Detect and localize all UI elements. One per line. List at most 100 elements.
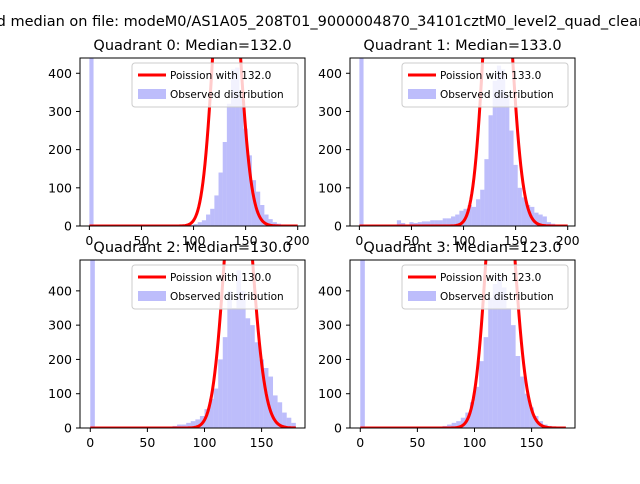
histogram-bar [268,376,274,428]
x-tick-label: 200 [286,233,310,248]
y-tick-label: 0 [334,421,342,436]
legend-box [131,62,299,108]
axes-frame [79,259,306,429]
histogram-bar [517,187,522,226]
legend-observed-label: Observed distribution [170,291,284,303]
y-tick-label: 0 [64,219,72,234]
histogram-bar [247,155,252,226]
histogram-bar [90,260,95,428]
histogram-bar [227,290,232,428]
histogram-bar [480,189,485,226]
x-tick-label: 100 [182,233,206,248]
quadrant-0-panel: 0 50 100 150 200 0 100 200 300 400 Poission with 1… [48,38,310,248]
y-tick-label: 0 [64,421,72,436]
legend-observed-swatch [138,291,166,301]
y-tick-label: 400 [48,66,72,81]
histogram-bar [226,103,232,226]
histogram-bar [511,325,516,428]
histogram-bar [488,115,493,226]
histogram-bar [426,221,431,226]
histogram-bar [213,388,219,428]
histogram-bar [520,376,525,428]
histogram-bar [515,356,521,428]
histogram-bar [513,164,518,226]
x-tick-label: 50 [404,233,420,248]
y-tick-label: 200 [318,142,342,157]
histogram-bar [396,220,402,226]
histogram-bar [186,422,191,428]
histogram-bar [250,325,255,428]
histogram-bar [542,216,547,226]
panel-title: Quadrant 1: Median=133.0 [363,38,561,54]
x-tick-label: 150 [250,435,274,450]
histogram-bar [529,407,534,428]
quadrant-2-panel: 0 50 100 150 0 100 200 300 400 Poission with 130.… [48,240,306,450]
histogram-bar [501,69,506,226]
axes-frame [79,57,306,227]
histogram-bar [241,290,246,428]
histogram-bar [254,342,260,428]
histogram-bar [484,159,489,226]
histogram-bar [272,222,277,226]
histogram-bar [231,308,237,428]
histogram-bar [474,386,480,428]
legend-observed-swatch [138,89,166,99]
histogram-bar [245,318,251,428]
histogram-bar [190,421,196,428]
x-tick-label: 50 [139,435,155,450]
histogram-bar [488,297,493,428]
histogram-bar [277,402,283,428]
histogram-bar [195,419,200,428]
y-tick-label: 300 [48,104,72,119]
histogram-bar [451,422,457,428]
y-tick-label: 100 [318,180,342,195]
quadrant-3-panel: 0 50 100 150 0 100 200 300 400 Poission with 123.… [318,240,576,450]
legend-box [131,264,299,310]
histogram-bar [222,337,228,428]
y-tick-label: 300 [318,104,342,119]
x-tick-label: 0 [356,435,364,450]
histogram-bar [524,393,530,428]
histogram-bar [526,205,531,226]
x-tick-label: 50 [409,435,425,450]
y-tick-label: 200 [48,352,72,367]
x-tick-label: 150 [520,435,544,450]
legend-box [401,62,569,108]
plot-area [89,260,297,428]
histogram-bar [442,218,447,226]
y-tick-label: 100 [48,386,72,401]
histogram-bar [447,424,452,428]
legend: Poission with 133.0 Observed distribution [401,62,569,108]
histogram-bar [193,224,198,226]
histogram-bar [417,222,422,226]
legend-observed-label: Observed distribution [170,89,284,101]
histogram-bar [231,69,236,226]
y-tick-label: 300 [318,318,342,333]
legend-observed-label: Observed distribution [440,291,554,303]
histogram-bar [360,260,365,428]
legend-observed-swatch [408,291,436,301]
histogram-bar [197,222,202,226]
legend-box [401,264,569,310]
y-tick-label: 100 [318,386,342,401]
x-tick-label: 0 [85,233,93,248]
plot-area [88,58,299,226]
legend: Poission with 123.0 Observed distribution [401,264,569,310]
x-tick-label: 200 [556,233,580,248]
x-tick-label: 0 [86,435,94,450]
legend-fit-label: Poission with 123.0 [440,272,541,284]
y-tick-label: 400 [318,66,342,81]
panel-title: Quadrant 0: Median=132.0 [93,38,291,54]
y-tick-label: 300 [48,318,72,333]
plot-area [359,260,567,428]
histogram-bar [177,424,182,428]
histogram-bar [359,58,364,226]
histogram-bar [236,270,242,428]
histogram-bar [501,287,507,428]
panel-title: Quadrant 3: Median=123.0 [363,240,561,256]
histogram-bar [434,220,439,226]
histogram-bar [455,214,460,226]
histogram-bar [282,412,287,428]
histogram-bar [206,214,211,226]
histogram-bar [479,361,484,428]
